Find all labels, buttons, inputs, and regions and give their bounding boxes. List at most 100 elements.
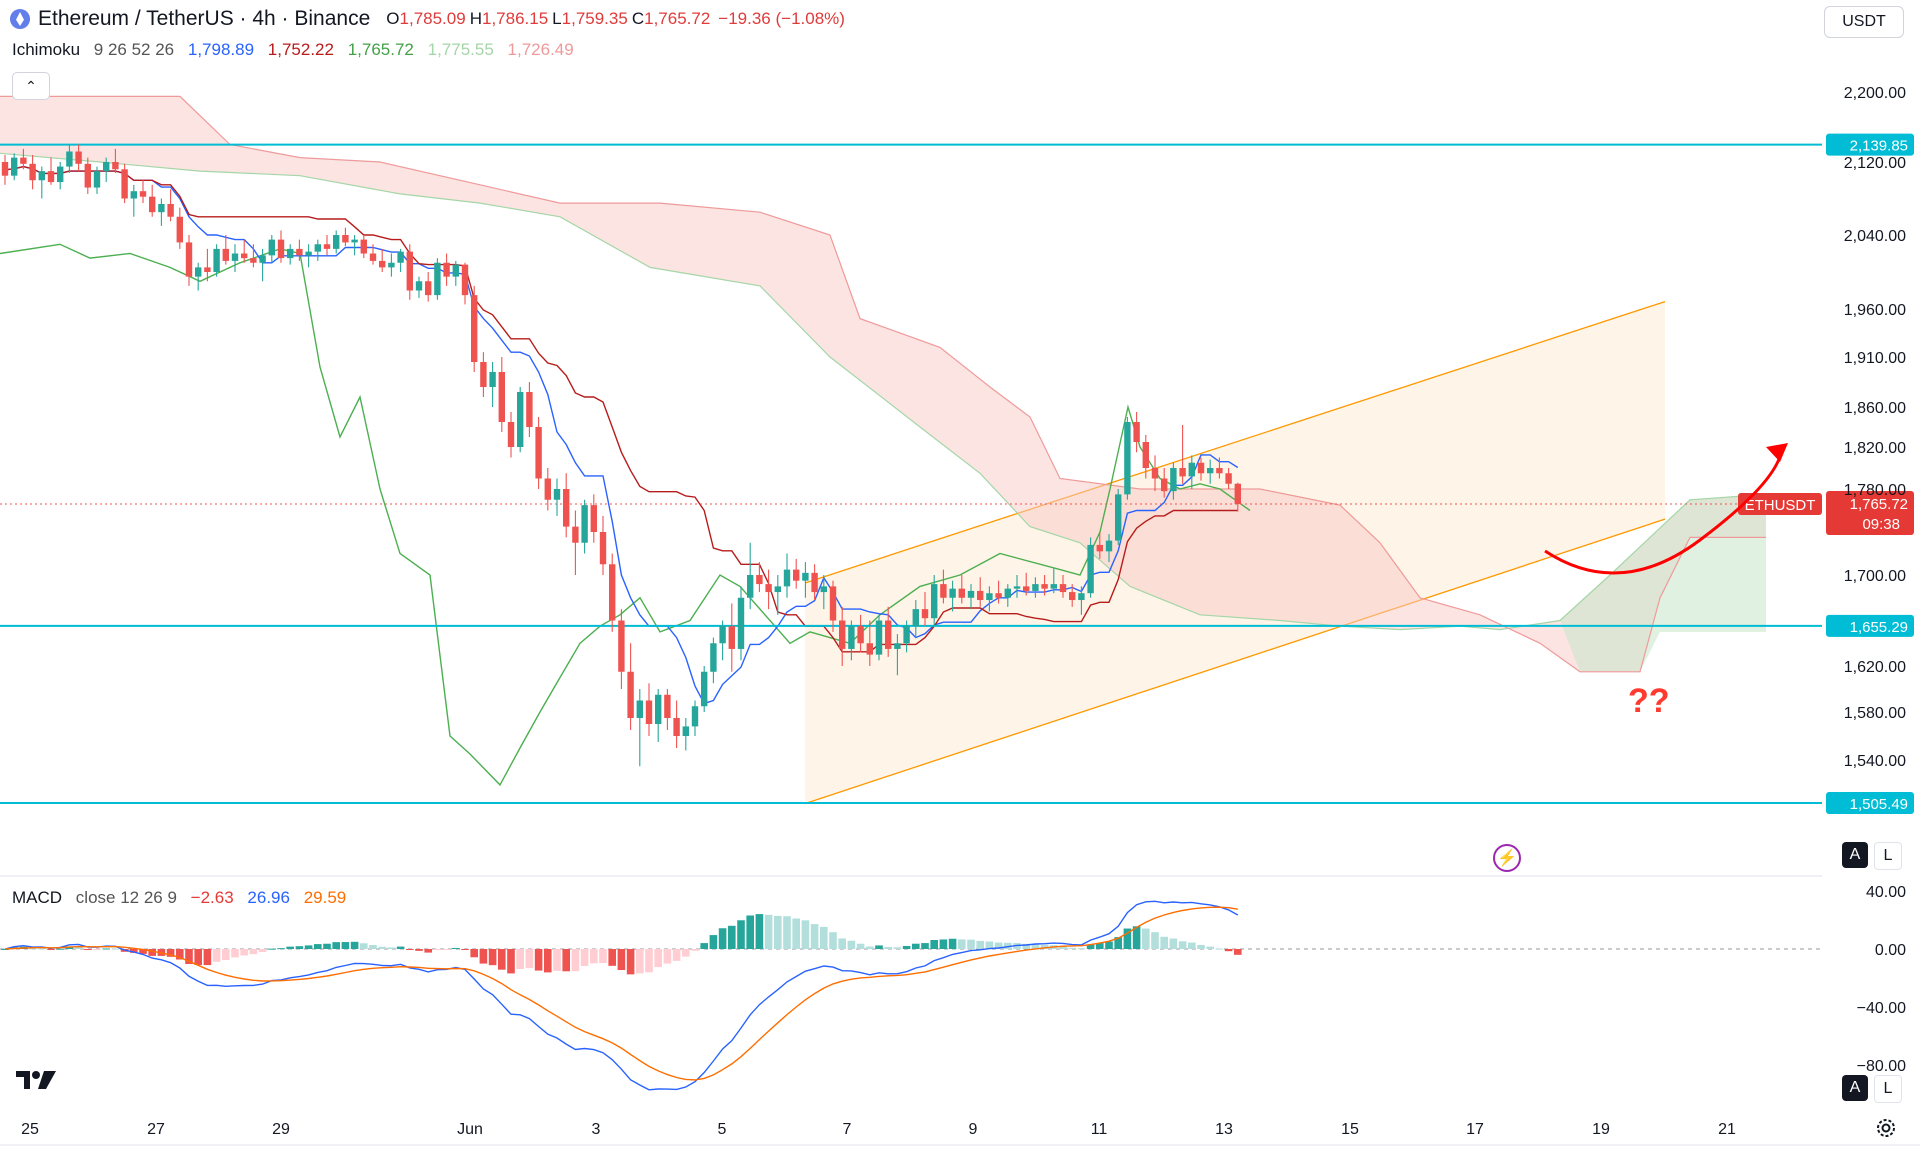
ethereum-logo-icon	[10, 9, 30, 29]
macd-histogram-bar	[994, 942, 1003, 949]
candle	[489, 362, 496, 407]
macd-histogram-bar	[948, 938, 957, 949]
candle	[1207, 459, 1214, 484]
candle-body	[434, 262, 441, 296]
candle	[848, 620, 855, 661]
candle	[894, 634, 901, 676]
candle-body	[397, 251, 404, 263]
candle	[397, 248, 404, 272]
candle	[967, 584, 975, 610]
level-tag-text-1: 1,655.29	[1850, 619, 1908, 636]
ichimoku-legend[interactable]: Ichimoku 9 26 52 26 1,798.89 1,752.22 1,…	[12, 40, 583, 60]
macd-auto-scale-button[interactable]: A	[1842, 1075, 1868, 1101]
auto-scale-button[interactable]: A	[1842, 842, 1868, 868]
conversion-line	[4, 165, 1239, 705]
macd-histogram-bar	[148, 949, 156, 956]
macd-histogram-bar	[360, 943, 368, 949]
macd-params: close 12 26 9	[75, 888, 177, 907]
gear-icon[interactable]	[1874, 1116, 1898, 1140]
candle-body	[103, 162, 110, 172]
macd-histogram-bar	[1123, 928, 1132, 949]
candle	[57, 162, 64, 190]
ichimoku-base-value: 1,752.22	[267, 40, 334, 59]
candle	[75, 144, 82, 172]
currency-select[interactable]: USDT	[1824, 6, 1904, 38]
macd-histogram-bar	[838, 938, 846, 949]
candle-body	[848, 626, 855, 649]
candle	[1124, 417, 1131, 500]
candle	[1023, 572, 1030, 596]
macd-histogram-bar	[433, 949, 442, 951]
x-tick-label: 29	[272, 1121, 290, 1138]
candle-body	[977, 590, 984, 601]
macd-histogram-bar	[212, 949, 221, 962]
macd-histogram-bar	[976, 940, 984, 949]
candle	[351, 235, 358, 256]
macd-histogram-bar	[1105, 941, 1113, 949]
candle	[553, 478, 561, 516]
ichimoku-params: 9 26 52 26	[93, 40, 175, 59]
log-scale-button[interactable]: L	[1874, 842, 1902, 870]
candle	[1013, 575, 1021, 598]
macd-histogram-bar	[1068, 947, 1076, 949]
candle-body	[204, 267, 211, 272]
candle	[29, 155, 36, 190]
candle	[912, 600, 919, 638]
candle	[618, 609, 625, 689]
macd-histogram-bar	[1022, 943, 1030, 949]
candle-body	[425, 281, 432, 296]
candle-body	[130, 191, 137, 199]
candle-body	[259, 255, 266, 263]
question-annotation: ??	[1628, 682, 1670, 720]
level-tag-text-0: 2,139.85	[1850, 138, 1908, 155]
candle	[158, 198, 165, 226]
symbol-title[interactable]: Ethereum / TetherUS · 4h · Binance	[38, 7, 371, 30]
candle-body	[1161, 478, 1168, 492]
candles	[1, 144, 1241, 767]
macd-histogram-bar	[1031, 944, 1040, 949]
macd-histogram-bar	[580, 949, 589, 966]
macd-histogram-bar	[682, 949, 690, 957]
candle	[995, 580, 1002, 604]
macd-legend[interactable]: MACD close 12 26 9 −2.63 26.96 29.59	[12, 888, 355, 908]
candle-body	[38, 171, 45, 181]
candle	[1, 155, 9, 185]
candle-body	[250, 258, 257, 263]
macd-histogram-bar	[875, 945, 883, 949]
candle	[305, 244, 312, 268]
macd-histogram-bar	[1234, 949, 1242, 955]
macd-histogram-bar	[93, 949, 101, 950]
macd-histogram-bar	[396, 946, 405, 949]
macd-histogram-bar	[277, 948, 285, 950]
macd-histogram-bar	[47, 949, 55, 950]
macd-histogram-bar	[387, 947, 396, 949]
candle-body	[1050, 584, 1057, 589]
candle-body	[857, 626, 864, 644]
ichimoku-leading-b-value: 1,726.49	[507, 40, 574, 59]
candle	[1096, 532, 1103, 559]
candle	[323, 235, 331, 256]
candle-body	[351, 239, 358, 243]
candle	[342, 227, 349, 247]
candle	[645, 683, 653, 736]
candle	[1179, 425, 1186, 484]
tradingview-logo-icon[interactable]	[14, 1067, 58, 1093]
macd-histogram-bar	[571, 949, 580, 972]
candle-body	[241, 253, 248, 259]
candle-body	[526, 392, 533, 427]
candle-body	[553, 489, 561, 500]
candle-body	[1023, 586, 1030, 591]
candle-body	[829, 586, 837, 621]
candle-body	[931, 584, 938, 619]
macd-histogram-bar	[378, 946, 386, 949]
macd-histogram-bar	[902, 945, 911, 949]
macd-log-scale-button[interactable]: L	[1874, 1075, 1902, 1103]
candle-body	[1032, 584, 1039, 591]
collapse-legend-button[interactable]: ⌃	[12, 72, 50, 100]
macd-histogram-bar	[452, 947, 460, 949]
lightning-icon[interactable]: ⚡	[1493, 844, 1521, 872]
candle	[213, 244, 220, 277]
candle	[369, 244, 377, 265]
candle	[1078, 586, 1085, 615]
